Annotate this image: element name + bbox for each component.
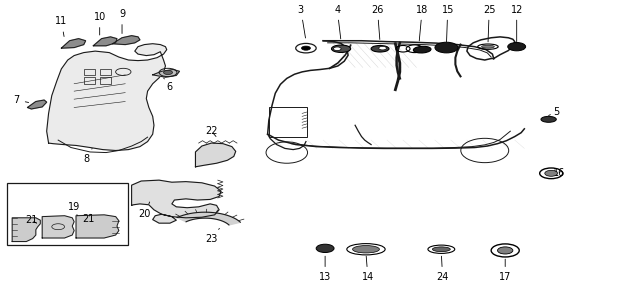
Bar (7, 183, 129, 245)
Text: 20: 20 (138, 202, 150, 219)
Bar (84, 69, 95, 75)
Bar (269, 108, 307, 137)
Text: 21: 21 (25, 215, 38, 225)
Polygon shape (47, 44, 167, 150)
Polygon shape (61, 39, 86, 48)
Bar (100, 69, 111, 75)
Circle shape (316, 244, 334, 252)
Text: 14: 14 (362, 256, 374, 282)
Ellipse shape (481, 45, 494, 48)
Text: 3: 3 (298, 4, 305, 38)
Polygon shape (113, 36, 140, 45)
Text: 18: 18 (416, 4, 428, 41)
Polygon shape (28, 100, 47, 109)
Text: 12: 12 (511, 4, 523, 42)
Bar (84, 77, 95, 84)
Polygon shape (177, 212, 241, 225)
Text: 26: 26 (371, 4, 383, 39)
Ellipse shape (353, 246, 380, 253)
Polygon shape (153, 69, 179, 77)
Circle shape (435, 42, 458, 53)
Ellipse shape (413, 46, 431, 53)
Text: 16: 16 (554, 168, 566, 178)
Text: 25: 25 (483, 4, 495, 42)
Text: 19: 19 (68, 202, 80, 216)
Text: 10: 10 (93, 12, 106, 35)
Circle shape (545, 170, 557, 176)
Text: 6: 6 (164, 78, 173, 92)
Text: 21: 21 (83, 214, 95, 224)
Text: 13: 13 (319, 256, 332, 282)
Ellipse shape (332, 45, 351, 52)
Polygon shape (93, 37, 117, 46)
Text: 8: 8 (84, 148, 92, 164)
Circle shape (508, 43, 525, 51)
Text: 22: 22 (205, 126, 218, 136)
Text: 7: 7 (13, 95, 29, 105)
Ellipse shape (541, 117, 556, 122)
Circle shape (333, 47, 341, 51)
Polygon shape (42, 216, 74, 238)
Polygon shape (132, 180, 221, 223)
Text: 24: 24 (436, 256, 449, 282)
Circle shape (379, 46, 387, 50)
Ellipse shape (433, 247, 451, 252)
Text: 15: 15 (442, 4, 454, 42)
Text: 17: 17 (499, 259, 511, 282)
Ellipse shape (371, 46, 389, 52)
Polygon shape (76, 215, 119, 238)
Polygon shape (12, 218, 40, 242)
Polygon shape (195, 143, 236, 167)
Bar (100, 77, 111, 84)
Circle shape (164, 70, 173, 74)
Text: 5: 5 (548, 107, 559, 117)
Circle shape (301, 46, 310, 50)
Text: 11: 11 (55, 16, 67, 37)
Circle shape (497, 247, 513, 254)
Text: 23: 23 (205, 228, 220, 244)
Text: 9: 9 (119, 9, 125, 33)
Text: 4: 4 (334, 4, 340, 39)
